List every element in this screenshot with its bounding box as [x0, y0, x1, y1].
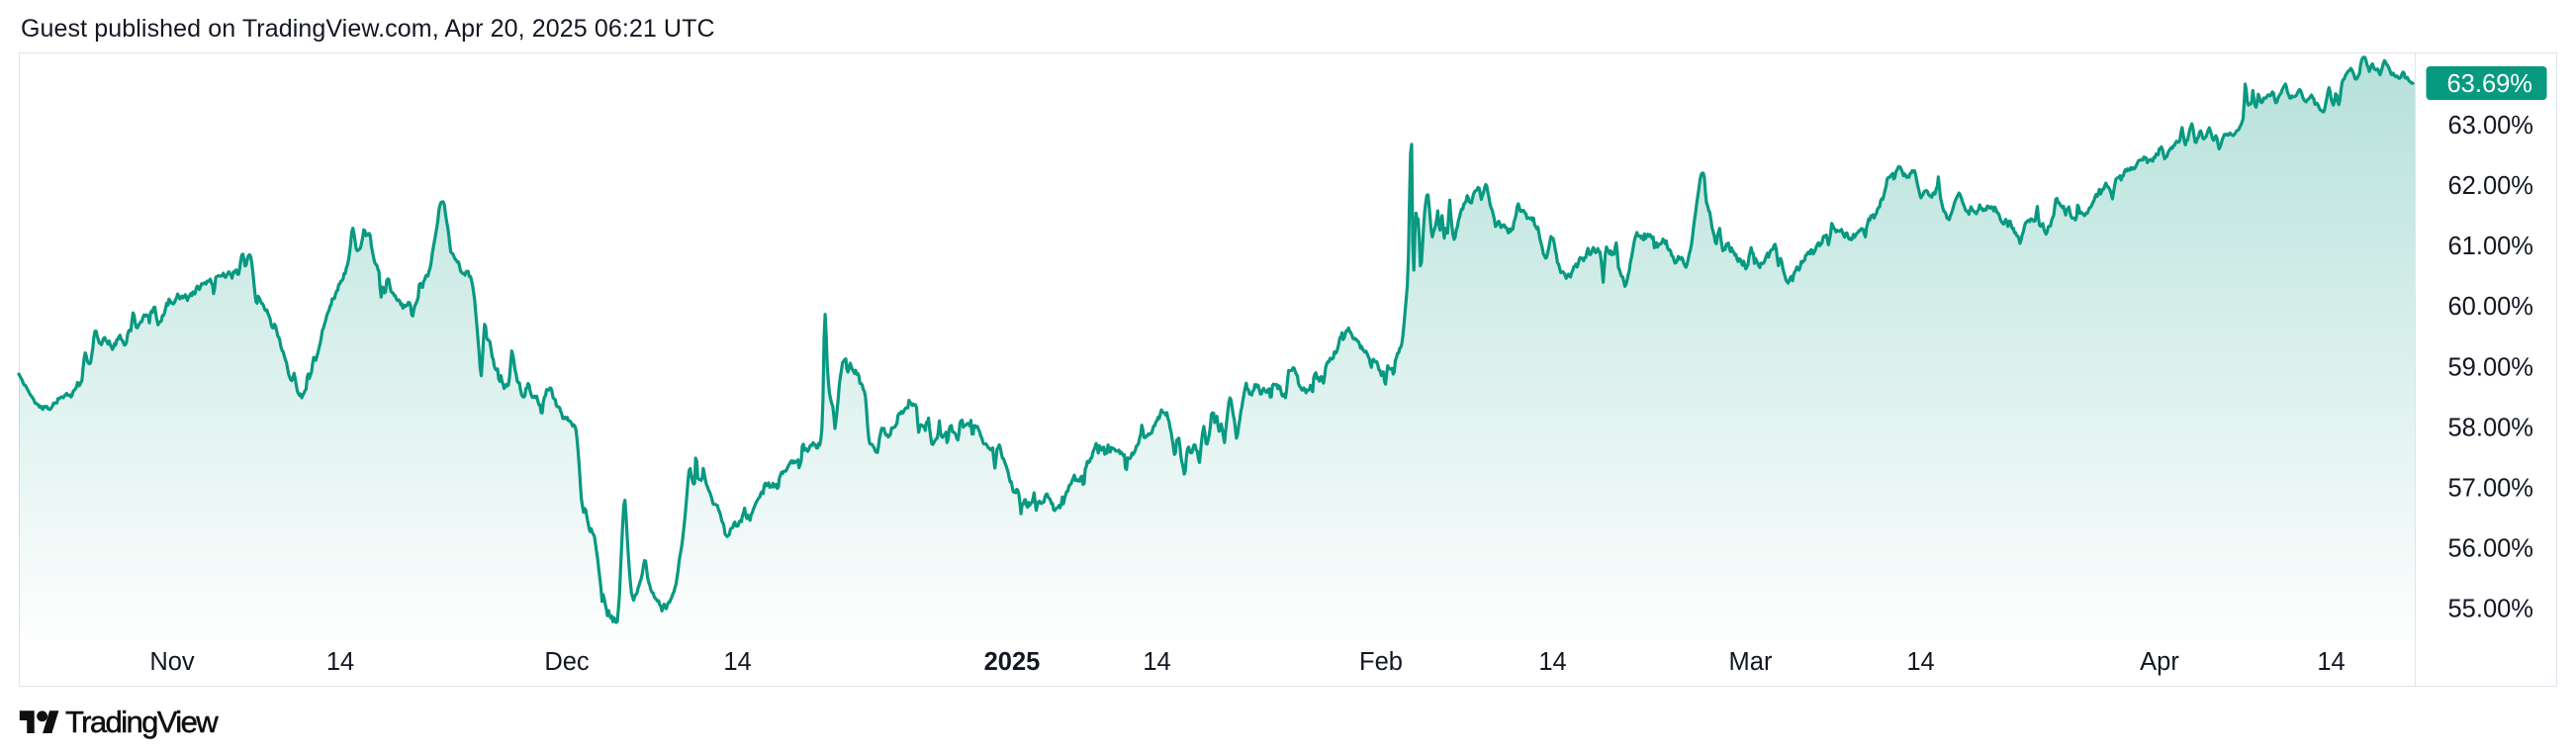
svg-text:14: 14 — [1538, 648, 1566, 676]
svg-text:60.00%: 60.00% — [2448, 293, 2534, 321]
svg-text:14: 14 — [1143, 648, 1170, 676]
svg-text:57.00%: 57.00% — [2448, 474, 2534, 502]
svg-text:14: 14 — [1906, 648, 1934, 676]
svg-text:62.00%: 62.00% — [2448, 172, 2534, 200]
svg-text:14: 14 — [2317, 648, 2345, 676]
svg-text:14: 14 — [326, 648, 354, 676]
svg-text:Apr: Apr — [2140, 648, 2179, 676]
svg-text:59.00%: 59.00% — [2448, 353, 2534, 381]
svg-text:Feb: Feb — [1359, 648, 1403, 676]
svg-text:Mar: Mar — [1729, 648, 1773, 676]
svg-text:63.00%: 63.00% — [2448, 112, 2534, 140]
svg-text:56.00%: 56.00% — [2448, 535, 2534, 563]
svg-text:55.00%: 55.00% — [2448, 596, 2534, 623]
svg-text:61.00%: 61.00% — [2448, 233, 2534, 260]
svg-text:63.69%: 63.69% — [2447, 70, 2533, 98]
svg-text:Nov: Nov — [149, 648, 195, 676]
svg-text:14: 14 — [723, 648, 751, 676]
svg-text:Dec: Dec — [544, 648, 590, 676]
svg-text:2025: 2025 — [984, 648, 1041, 676]
svg-text:58.00%: 58.00% — [2448, 414, 2534, 441]
